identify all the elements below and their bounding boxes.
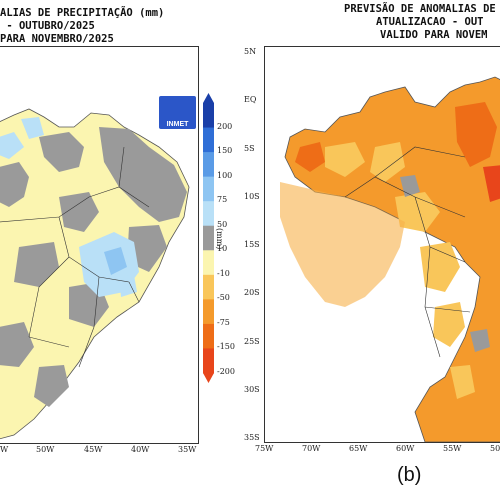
- colorbar-label: 10: [217, 244, 228, 254]
- panel-a-x-tick: W: [0, 445, 9, 454]
- colorbar-segment: [203, 348, 214, 374]
- panel-b-x-tick: 55W: [443, 444, 462, 453]
- colorbar-segment: [203, 225, 214, 251]
- colorbar-segment: [203, 127, 214, 153]
- panel-a-title-line-3: PARA NOVEMBRO/2025: [0, 33, 114, 45]
- panel-b-y-tick: 5S: [244, 143, 255, 153]
- panel-b-title-line-2: ATUALIZACAO - OUT: [376, 16, 484, 28]
- panel-b-y-tick: 35S: [244, 433, 260, 442]
- panel-a-x-tick: 35W: [178, 445, 197, 454]
- panel-b-y-tick: 25S: [244, 336, 260, 346]
- colorbar-label: 150: [217, 146, 233, 156]
- panel-b-map: [264, 46, 500, 443]
- colorbar-segment: [203, 299, 214, 325]
- panel-b-title-line-3: VALIDO PARA NOVEM: [380, 29, 488, 41]
- colorbar-label: -200: [217, 367, 235, 376]
- panel-b-x-tick: 75W: [255, 444, 274, 453]
- panel-b-y-tick: 20S: [244, 288, 260, 298]
- colorbar-top-arrow: [203, 93, 214, 103]
- panel-b-y-tick: 5N: [244, 47, 257, 56]
- panel-a-x-tick: 40W: [131, 445, 150, 454]
- colorbar-label: 100: [217, 170, 233, 180]
- panel-b-title-line-1: PREVISÃO DE ANOMALIAS DE P: [344, 3, 500, 15]
- panel-b-y-tick: 10S: [244, 191, 260, 201]
- colorbar-segment: [203, 176, 214, 202]
- colorbar-segment: [203, 250, 214, 276]
- colorbar-segment: [203, 323, 214, 349]
- panel-label: (b): [397, 464, 422, 486]
- colorbar-segment: [203, 152, 214, 178]
- panel-b-y-tick: EQ: [244, 95, 257, 105]
- panel-b-map-graphic: [280, 76, 500, 442]
- panel-b-y-tick: 30S: [244, 384, 260, 394]
- panel-a-map: INMET: [0, 46, 199, 444]
- panel-a-x-tick: 45W: [84, 445, 103, 454]
- panel-a-x-tick: 50W: [36, 445, 55, 454]
- colorbar-bottom-arrow: [203, 373, 214, 383]
- colorbar-label: 50: [217, 219, 228, 229]
- colorbar-segment: [203, 201, 214, 227]
- colorbar-label: -75: [217, 317, 230, 327]
- panel-b-y-tick: 15S: [244, 240, 260, 249]
- panel-b-x-tick: 65W: [349, 444, 368, 453]
- panel-b-x-tick: 50W: [490, 444, 500, 453]
- colorbar-label: 200: [217, 121, 233, 131]
- colorbar-label: -150: [217, 342, 235, 352]
- panel-b-x-tick: 70W: [302, 444, 321, 453]
- colorbar-graphic: [203, 93, 214, 383]
- panel-b-x-tick: 60W: [396, 444, 415, 453]
- colorbar-label: 75: [217, 195, 228, 205]
- panel-a-title-line-1: ALIAS DE PRECIPITAÇÃO (mm): [0, 7, 165, 19]
- panel-a-map-graphic: [0, 108, 190, 440]
- panel-a-title-line-2: - OUTUBRO/2025: [0, 20, 95, 32]
- inmet-logo: INMET: [159, 96, 196, 129]
- colorbar-segment: [203, 274, 214, 300]
- colorbar: [203, 93, 214, 383]
- colorbar-label: -50: [217, 293, 230, 303]
- colorbar-label: -10: [217, 268, 230, 278]
- colorbar-segment: [203, 103, 214, 129]
- inmet-logo-text: INMET: [166, 121, 189, 128]
